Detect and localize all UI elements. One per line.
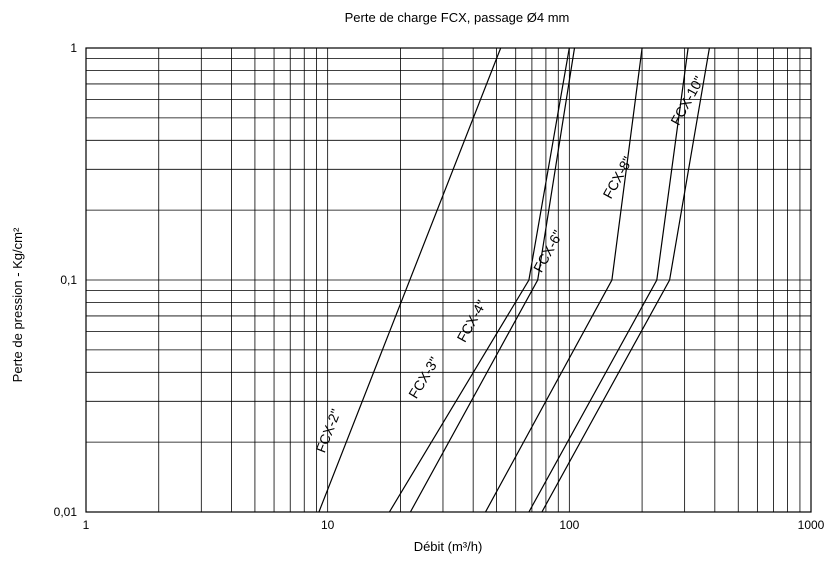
y-tick-label: 0,01 xyxy=(54,505,78,519)
y-tick-label: 1 xyxy=(70,41,77,55)
plot-frame xyxy=(85,47,812,513)
series-line xyxy=(388,47,570,513)
series-line xyxy=(484,47,643,513)
series-line xyxy=(318,47,502,513)
x-tick-label: 1 xyxy=(83,518,90,532)
chart-title: Perte de charge FCX, passage Ø4 mm xyxy=(345,10,570,25)
series-line xyxy=(528,47,689,513)
series-label: FCX-8" xyxy=(600,154,636,202)
x-axis-title: Débit (m³/h) xyxy=(414,539,483,554)
series-line xyxy=(541,47,710,513)
y-tick-labels: 0,01 0,1 1 xyxy=(54,41,78,519)
y-tick-label: 0,1 xyxy=(60,273,77,287)
x-tick-label: 100 xyxy=(559,518,579,532)
x-tick-label: 1000 xyxy=(798,518,825,532)
y-axis-title: Perte de pression - Kg/cm² xyxy=(10,227,25,382)
series-label: FCX-3" xyxy=(405,354,442,401)
series-label: FCX-6" xyxy=(530,227,566,275)
series-label: FCX-2" xyxy=(312,407,343,455)
series-layer xyxy=(318,47,710,513)
series-line xyxy=(409,47,576,513)
x-tick-labels: 1 10 100 1000 xyxy=(83,518,825,532)
series-label: FCX-4" xyxy=(453,297,489,345)
x-tick-label: 10 xyxy=(321,518,335,532)
grid xyxy=(86,48,811,512)
series-labels: FCX-2"FCX-3"FCX-4"FCX-6"FCX-8"FCX-10" xyxy=(312,73,706,455)
